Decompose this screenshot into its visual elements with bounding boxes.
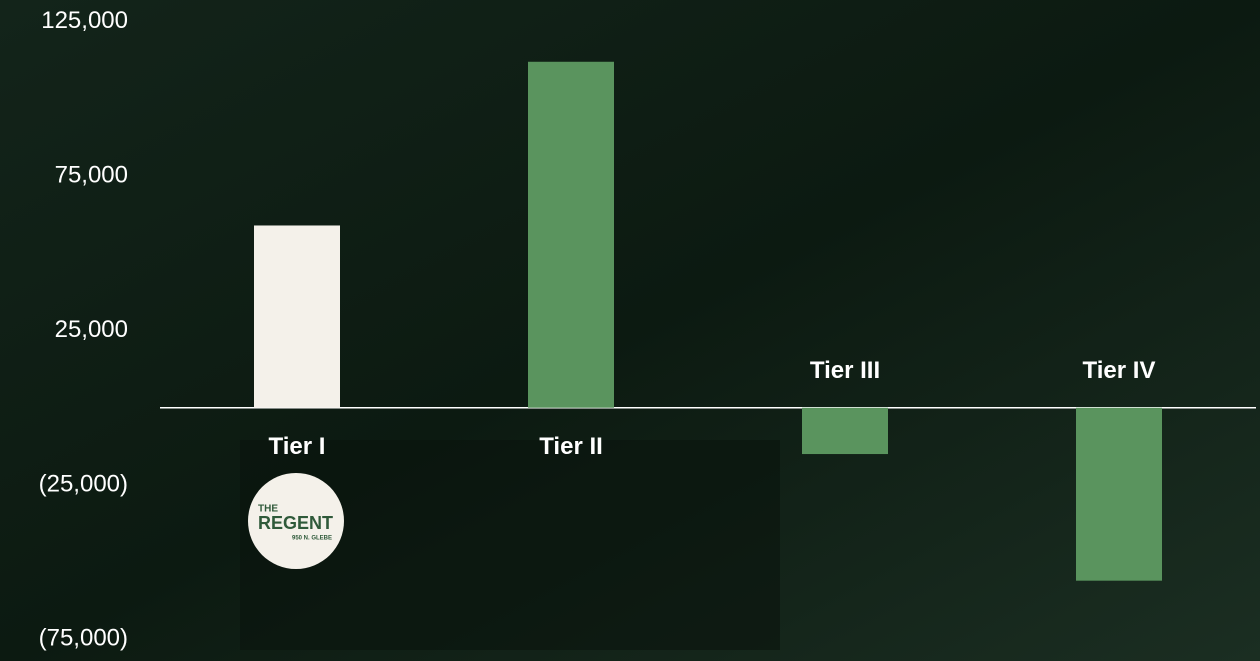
y-tick-label: (75,000) (39, 625, 128, 652)
logo: THE REGENT 950 N. GLEBE (248, 473, 344, 569)
y-tick-label: 125,000 (41, 7, 128, 34)
x-tick-label: Tier II (539, 433, 603, 460)
page: THE REGENT 950 N. GLEBE 125,000 75,000 25,… (0, 0, 1260, 661)
x-tick-label: Tier III (810, 357, 880, 384)
bar (254, 225, 340, 407)
chart: THE REGENT 950 N. GLEBE 125,000 75,000 25,… (0, 0, 1260, 661)
logo-text: 950 N. GLEBE (292, 536, 332, 542)
y-tick-label: (25,000) (39, 470, 128, 497)
x-tick-label: Tier I (269, 433, 326, 460)
y-tick-label: 25,000 (55, 316, 128, 343)
bar (528, 62, 614, 408)
y-tick-label: 75,000 (55, 161, 128, 188)
logo-text: REGENT (258, 513, 333, 533)
x-tick-label: Tier IV (1083, 357, 1156, 384)
bar (802, 408, 888, 454)
bar (1076, 408, 1162, 581)
